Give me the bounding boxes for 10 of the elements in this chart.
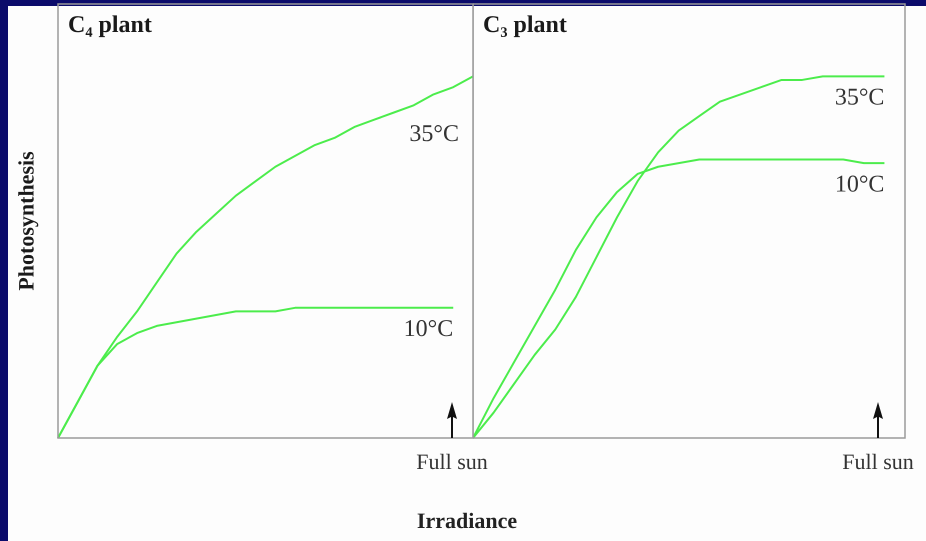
y-axis-title: Photosynthesis: [14, 150, 39, 291]
text: Full sun: [842, 448, 914, 474]
series-label: 35°C: [409, 120, 459, 147]
chart-title: C₃ plant: [483, 12, 567, 38]
series-label: 35°C: [834, 84, 884, 111]
x-axis-title: Irradiance: [416, 508, 518, 534]
series-label: 10°C: [404, 316, 454, 342]
text: Full sun: [416, 448, 488, 474]
chart-title: C₄ plant: [68, 12, 152, 38]
series-label: 10°C: [834, 171, 884, 198]
